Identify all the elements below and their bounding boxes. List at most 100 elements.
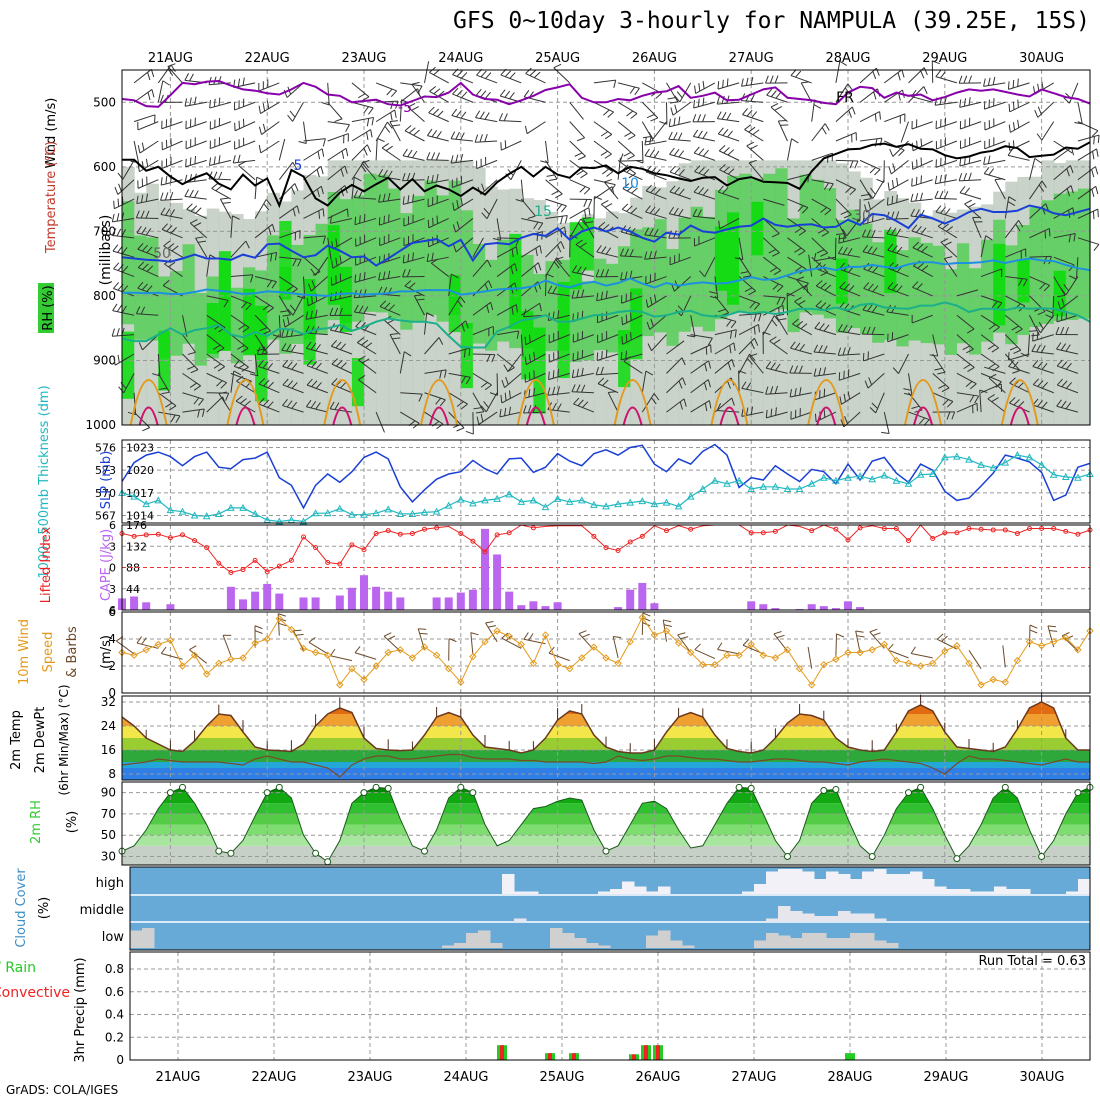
thickness-point <box>384 505 393 513</box>
wind-barb <box>256 346 280 355</box>
wind-barb <box>666 340 685 355</box>
wind-speed-point <box>178 662 187 670</box>
thickness-point <box>529 496 538 504</box>
wind-barb <box>211 182 232 200</box>
wind-barb <box>813 252 836 262</box>
thickness-point <box>481 496 489 504</box>
wind-barb <box>135 306 159 316</box>
wind-barb <box>593 121 613 140</box>
rh-point <box>953 855 961 863</box>
wind-barb <box>789 365 812 374</box>
wind-barb <box>303 138 326 147</box>
wind-barb <box>515 179 524 203</box>
rh-shade-bright <box>581 217 595 271</box>
wind-barb <box>279 230 301 241</box>
thickness-point <box>698 485 707 493</box>
wind-barb <box>411 81 425 103</box>
thickness-point <box>444 501 453 509</box>
wind-barb <box>137 281 159 297</box>
cape-bar <box>650 603 659 610</box>
wind-barb <box>303 208 325 219</box>
date-label-bottom: 30AUG <box>1019 1070 1064 1085</box>
rh-shade-bright <box>993 243 1006 326</box>
wind-barb <box>400 392 423 402</box>
lifted-index-point <box>1002 527 1008 533</box>
wind-barb <box>500 140 522 151</box>
wind-barb <box>669 253 691 266</box>
lifted-index-point <box>893 526 899 532</box>
lifted-index-point <box>591 533 597 539</box>
wind-speed-point <box>989 675 997 684</box>
cloud-bar-middle <box>814 916 827 921</box>
wind-barb <box>988 373 1006 394</box>
wind-barb <box>666 398 687 413</box>
cloud-bar-middle <box>862 913 875 921</box>
slp-tick-label: 1023 <box>126 442 154 455</box>
wind-barb <box>230 295 252 311</box>
rh-tick-label: 90 <box>101 786 116 800</box>
wind-barb <box>1035 314 1055 334</box>
wind-barb <box>402 269 425 278</box>
wind-speed-point <box>408 654 417 662</box>
wind-barb <box>206 372 227 389</box>
cloud-bar-high <box>1078 879 1091 894</box>
lifted-index-tick-label: 6 <box>109 604 116 617</box>
cloud-bar-high <box>754 884 767 894</box>
wind-speed-point <box>771 654 780 662</box>
wind-barb <box>310 256 329 276</box>
wind-barb <box>1031 344 1054 355</box>
wind-barb <box>935 156 958 168</box>
wind-barb <box>185 117 207 130</box>
axis-label-temp-unit: (6hr Min/Max) (°C) <box>57 684 71 795</box>
cape-bar <box>130 596 139 610</box>
wind-barb <box>209 117 232 130</box>
wind-barb <box>641 101 659 122</box>
cloud-bar-middle <box>838 911 851 921</box>
cloud-bar-high <box>526 891 539 894</box>
wind-barb <box>572 330 595 343</box>
wind-barb <box>230 215 240 238</box>
wind-barb <box>158 392 177 411</box>
wind-barb <box>161 223 183 239</box>
rh-point <box>917 783 925 791</box>
wind-speed-point <box>711 660 719 669</box>
cloud-row-label: middle <box>80 903 124 918</box>
wind-barb <box>787 198 809 214</box>
wind-barb <box>777 120 789 142</box>
wind-speed-point <box>1001 678 1010 686</box>
wind-barb <box>714 329 737 339</box>
axis-label-wind-4: (m/s) <box>99 635 114 669</box>
wind-barb <box>959 97 982 108</box>
surface-isotherm <box>129 379 168 426</box>
cloud-bar-high <box>850 879 863 894</box>
rh-shade-green <box>170 271 184 356</box>
wind-barb <box>182 353 199 374</box>
surface-wind-barb <box>330 648 353 662</box>
lifted-index-point <box>748 530 754 536</box>
cape-bar <box>263 583 272 610</box>
wind-barb <box>811 237 828 257</box>
wind-barb <box>1077 134 1100 145</box>
wind-barb <box>182 408 205 418</box>
thickness-point <box>360 510 368 518</box>
wind-barb <box>762 315 780 335</box>
wind-barb <box>287 102 304 122</box>
wind-barb <box>621 203 643 219</box>
slp-tick-label: 1017 <box>126 487 154 500</box>
wind-speed-point <box>142 646 150 654</box>
lifted-index-point <box>845 537 851 543</box>
wind-barb <box>330 273 353 286</box>
precip-total-bar <box>845 1053 855 1060</box>
lifted-index-point <box>397 531 403 537</box>
wind-barb <box>693 97 716 109</box>
wind-barb <box>375 411 385 433</box>
cape-bar <box>541 606 550 610</box>
lifted-index-point <box>954 530 960 536</box>
wind-barb <box>569 198 593 208</box>
wind-speed-point <box>795 664 804 673</box>
thickness-point <box>553 494 562 502</box>
rh-point <box>1038 852 1046 860</box>
cloud-bar-middle <box>802 913 815 921</box>
thickness-point <box>904 479 913 487</box>
wind-barb <box>521 245 542 258</box>
